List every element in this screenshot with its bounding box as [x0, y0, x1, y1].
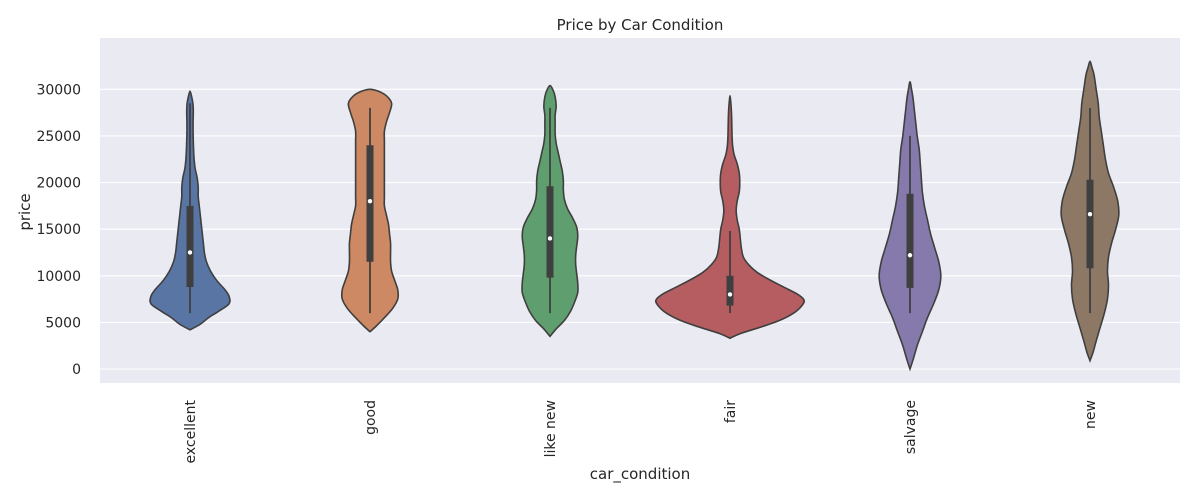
violin-fair	[654, 95, 806, 340]
x-tick-label: excellent	[183, 400, 199, 464]
violin-body	[654, 95, 806, 340]
violin-excellent	[149, 90, 231, 331]
y-tick-labels: 0 5000 10000 15000 20000 25000 30000	[36, 82, 81, 378]
y-tick-label: 0	[72, 362, 81, 378]
x-tick-label: new	[1083, 400, 1099, 429]
plot-area	[100, 38, 1180, 383]
grid-lines	[100, 88, 1180, 370]
y-tick-label: 20000	[36, 176, 81, 192]
violin-good	[340, 88, 400, 333]
violin-median-dot	[1087, 212, 1093, 217]
violin-like-new	[521, 84, 579, 338]
x-tick-label: good	[363, 400, 379, 435]
violin-median-dot	[367, 198, 373, 204]
y-tick-label: 15000	[36, 222, 81, 238]
violin-median-dot	[727, 292, 733, 297]
x-tick-labels: excellent good like new fair salvage new	[183, 400, 1099, 464]
violin-median-dot	[547, 236, 553, 241]
y-tick-label: 5000	[45, 315, 81, 331]
chart-title: Price by Car Condition	[557, 16, 724, 34]
y-tick-label: 30000	[36, 82, 81, 98]
x-tick-label: salvage	[903, 400, 919, 454]
y-tick-label: 25000	[36, 129, 81, 145]
violin-median-dot	[907, 253, 913, 258]
y-axis-label: price	[16, 193, 34, 230]
y-tick-label: 10000	[36, 269, 81, 285]
violin-salvage	[878, 81, 942, 372]
x-tick-label: fair	[723, 400, 739, 423]
x-tick-label: like new	[543, 400, 559, 457]
violins	[149, 60, 1120, 372]
violin-median-dot	[187, 250, 193, 255]
violin-new	[1060, 60, 1120, 363]
x-axis-label: car_condition	[590, 465, 690, 484]
